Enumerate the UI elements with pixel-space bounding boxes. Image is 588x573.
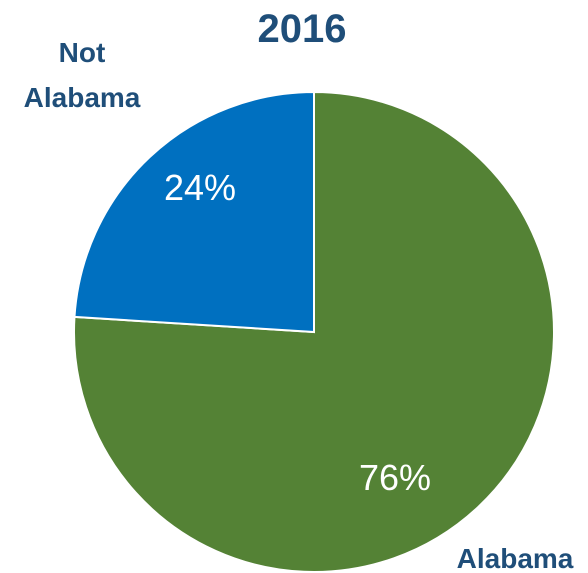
slice-value-label-0: 76% <box>359 457 431 498</box>
pie-slices <box>73 90 555 573</box>
chart-title: 2016 <box>258 7 347 51</box>
slice-value-label-1: 24% <box>164 167 236 208</box>
pie-slice-0 <box>73 90 555 573</box>
pie-slice-1 <box>73 90 315 334</box>
slice-category-label-1: Not Alabama <box>24 37 141 113</box>
slice-category-label-0: Alabama <box>457 543 574 573</box>
slice-category-label-line: Alabama <box>24 82 141 113</box>
pie-labels: 76% Alabama 24% Not Alabama <box>24 37 574 573</box>
slice-category-label-line: Alabama <box>457 543 574 573</box>
slice-category-label-line: Not <box>59 37 106 68</box>
